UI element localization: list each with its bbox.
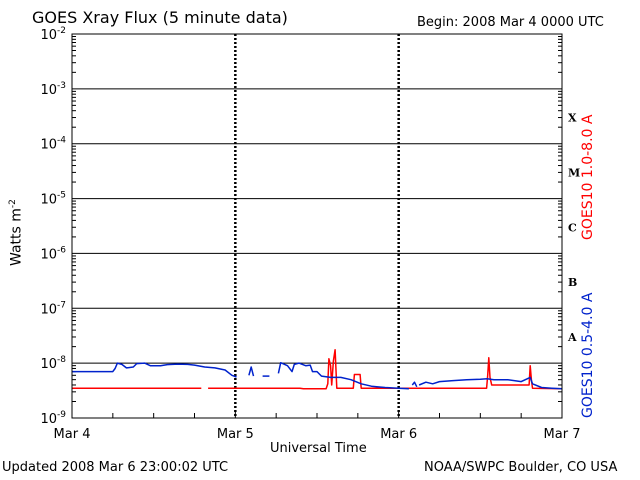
flare-class-label: B xyxy=(568,276,577,289)
x-axis-ticks: Mar 4 Mar 5 Mar 6 Mar 7 xyxy=(54,34,581,442)
flare-class-labels: A B C M X xyxy=(567,112,580,344)
x-tick-label: Mar 4 xyxy=(54,427,91,442)
y-axis-title: Watts m-2 xyxy=(8,199,25,266)
y-tick-label: 10-2 xyxy=(40,26,66,43)
series-short-line xyxy=(411,381,418,388)
y-tick-label: 10-4 xyxy=(40,136,66,153)
y-tick-label: 10-8 xyxy=(40,355,66,372)
x-tick-label: Mar 5 xyxy=(217,427,254,442)
flare-class-label: C xyxy=(568,221,577,234)
grid-lines xyxy=(72,88,562,364)
y-tick-label: 10-6 xyxy=(40,245,66,262)
series-lines xyxy=(72,349,563,390)
series-short-line xyxy=(418,376,563,390)
legend-long-channel: GOES10 1.0-8.0 A xyxy=(580,114,596,240)
y-tick-label: 10-7 xyxy=(40,300,66,317)
flare-class-label: M xyxy=(568,166,580,179)
legend-short-channel: GOES10 0.5-4.0 A xyxy=(580,292,596,418)
series-short-line xyxy=(277,361,409,390)
plot-frame xyxy=(71,33,563,419)
y-axis-ticks: 10-9 10-8 10-7 10-6 10-5 10-4 10-3 10-2 xyxy=(40,26,562,427)
y-tick-label: 10-5 xyxy=(40,191,66,208)
series-short-line xyxy=(248,366,255,377)
x-tick-label: Mar 7 xyxy=(544,427,581,442)
x-axis-title: Universal Time xyxy=(270,441,367,456)
y-axis-title-exponent: -2 xyxy=(8,199,18,209)
chart-title: GOES Xray Flux (5 minute data) xyxy=(32,8,288,27)
y-tick-label: 10-9 xyxy=(40,410,66,427)
series-short-line xyxy=(72,362,237,378)
updated-timestamp: Updated 2008 Mar 6 23:00:02 UTC xyxy=(2,460,229,475)
source-credit: NOAA/SWPC Boulder, CO USA xyxy=(424,460,618,475)
flare-class-label: X xyxy=(568,112,577,125)
y-axis-title-text: Watts m xyxy=(8,208,25,266)
begin-label: Begin: 2008 Mar 4 0000 UTC xyxy=(417,15,604,30)
y-tick-label: 10-3 xyxy=(40,81,66,98)
x-tick-label: Mar 6 xyxy=(380,427,417,442)
flare-class-label: A xyxy=(567,331,577,344)
series-long-line xyxy=(208,349,563,390)
